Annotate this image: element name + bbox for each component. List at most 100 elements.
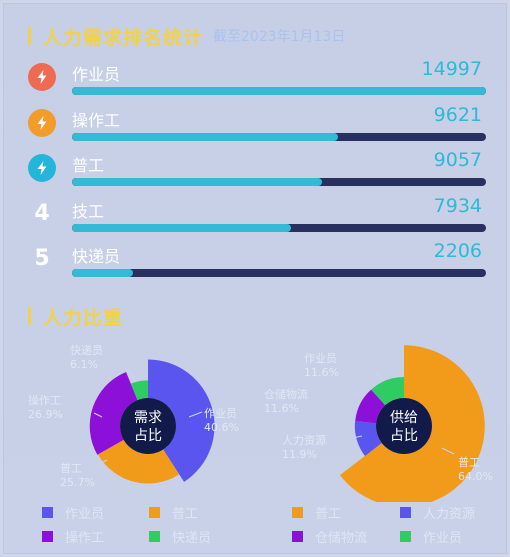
rank-progress-track [72,269,486,277]
ranking-row: 5 快递员 2206 [28,240,488,287]
rank-name: 技工 [72,201,105,221]
legend-swatch [149,530,160,542]
legend-swatch [42,506,53,518]
legend-label: 人力资源 [423,506,476,522]
legend-label: 普工 [172,506,199,522]
slice-label: 操作工 26.9% [28,393,63,421]
chart-legend: 作业员 普工操作工 快递员 普工 人力资源仓储物流 作业员 [4,502,508,552]
legend-swatch [292,506,303,518]
ranking-subtitle: 截至2023年1月13日 [213,29,346,45]
rank-progress-fill [72,87,486,95]
rank-progress-fill [72,269,133,277]
legend-item[interactable]: 普工 [292,502,341,522]
rank-progress-track [72,223,486,232]
donut-slice[interactable] [339,345,485,507]
rank-badge [28,63,56,91]
rank-name: 快递员 [72,247,121,266]
rank-progress-track [72,87,486,95]
rank-progress-fill [72,132,338,141]
label-leader-line [95,459,108,467]
ranking-row: 4 技工 7934 [28,194,488,242]
legend-swatch [400,506,411,518]
ranking-row: 作业员 14997 [28,58,488,105]
lightning-icon [34,115,50,131]
rank-progress-fill [72,223,292,232]
legend-item[interactable]: 快递员 [149,526,211,546]
ranking-row: 操作工 9621 [28,103,488,151]
slice-label: 仓储物流 11.6% [264,387,308,415]
rank-name: 操作工 [72,110,121,130]
legend-item[interactable]: 仓储物流 [292,526,367,546]
legend-label: 仓储物流 [315,530,368,546]
rank-badge [28,154,56,182]
donut-slice[interactable] [97,439,180,484]
slice-label: 快递员 6.1% [70,343,103,371]
slice-label: 普工 25.7% [60,461,95,489]
label-leader-line [351,435,363,439]
ranking-title: 人力需求排名统计 [43,26,204,49]
donut-center-label: 占比 [390,428,418,444]
legend-label: 普工 [315,506,342,522]
rank-progress-track [72,178,486,186]
rank-value: 9621 [433,103,482,126]
legend-label: 操作工 [65,530,105,546]
legend-item[interactable]: 作业员 [400,526,462,546]
rank-value: 14997 [421,58,482,80]
legend-swatch [292,530,303,542]
donut-slice[interactable] [148,359,215,482]
rank-progress-fill [72,178,323,186]
title-accent-bar [28,307,31,325]
legend-label: 作业员 [423,530,463,546]
dashboard-panel: 人力需求排名统计 截至2023年1月13日 作业员 14997 操作工 9621 普工 9… [3,3,507,554]
donut-slice[interactable] [130,380,148,401]
donut-slice[interactable] [89,372,138,455]
ranking-row: 普工 9057 [28,149,488,196]
donut-slice[interactable] [355,389,386,424]
lightning-icon [34,160,50,176]
rank-value: 7934 [433,194,482,217]
legend-item[interactable]: 普工 [149,502,198,522]
ratio-title: 人力比重 [43,306,124,329]
donut-center-label: 供给 [390,410,418,426]
title-accent-bar [28,27,31,45]
slice-label: 普工 64.0% [458,455,493,483]
legend-label: 快递员 [172,530,212,546]
label-leader-line [373,371,385,381]
rank-progress-track [72,132,486,141]
lightning-icon [34,69,50,85]
supply-donut-chart: 普工 64.0% 人力资源 11.9% 仓储物流 11.6% 作业员 11.6% 供给占比 [258,334,508,507]
rank-value: 9057 [433,149,482,171]
slice-label: 作业员 40.6% [204,407,239,434]
label-leader-line [441,447,455,455]
donut-center-label: 需求 [134,410,162,426]
label-leader-line [188,411,203,418]
donut-slice[interactable] [371,376,404,406]
legend-item[interactable]: 操作工 [42,526,104,546]
demand-donut-chart: 作业员 40.6% 普工 25.7% 操作工 26.9% 快递员 6.1% 需求占比 [4,334,254,506]
rank-name: 作业员 [72,65,121,84]
rank-number: 4 [34,200,50,226]
slice-label: 人力资源 11.9% [282,433,326,461]
label-leader-line [353,391,365,397]
donut-center [120,398,176,454]
rank-name: 普工 [72,156,105,175]
legend-swatch [149,506,160,518]
legend-swatch [400,530,411,542]
legend-label: 作业员 [65,506,105,522]
ranking-header: 人力需求排名统计 截至2023年1月13日 [28,24,346,49]
label-leader-line [125,367,136,379]
donut-center [376,398,432,454]
ratio-header: 人力比重 [28,304,124,329]
slice-label: 作业员 11.6% [304,352,339,379]
rank-value: 2206 [433,240,482,262]
legend-swatch [42,530,53,542]
label-leader-line [93,412,103,418]
rank-badge [28,108,56,137]
legend-item[interactable]: 人力资源 [400,502,475,522]
donut-center-label: 占比 [134,428,162,444]
donut-slice[interactable] [354,421,382,456]
legend-item[interactable]: 作业员 [42,502,104,522]
rank-number: 5 [34,246,50,271]
